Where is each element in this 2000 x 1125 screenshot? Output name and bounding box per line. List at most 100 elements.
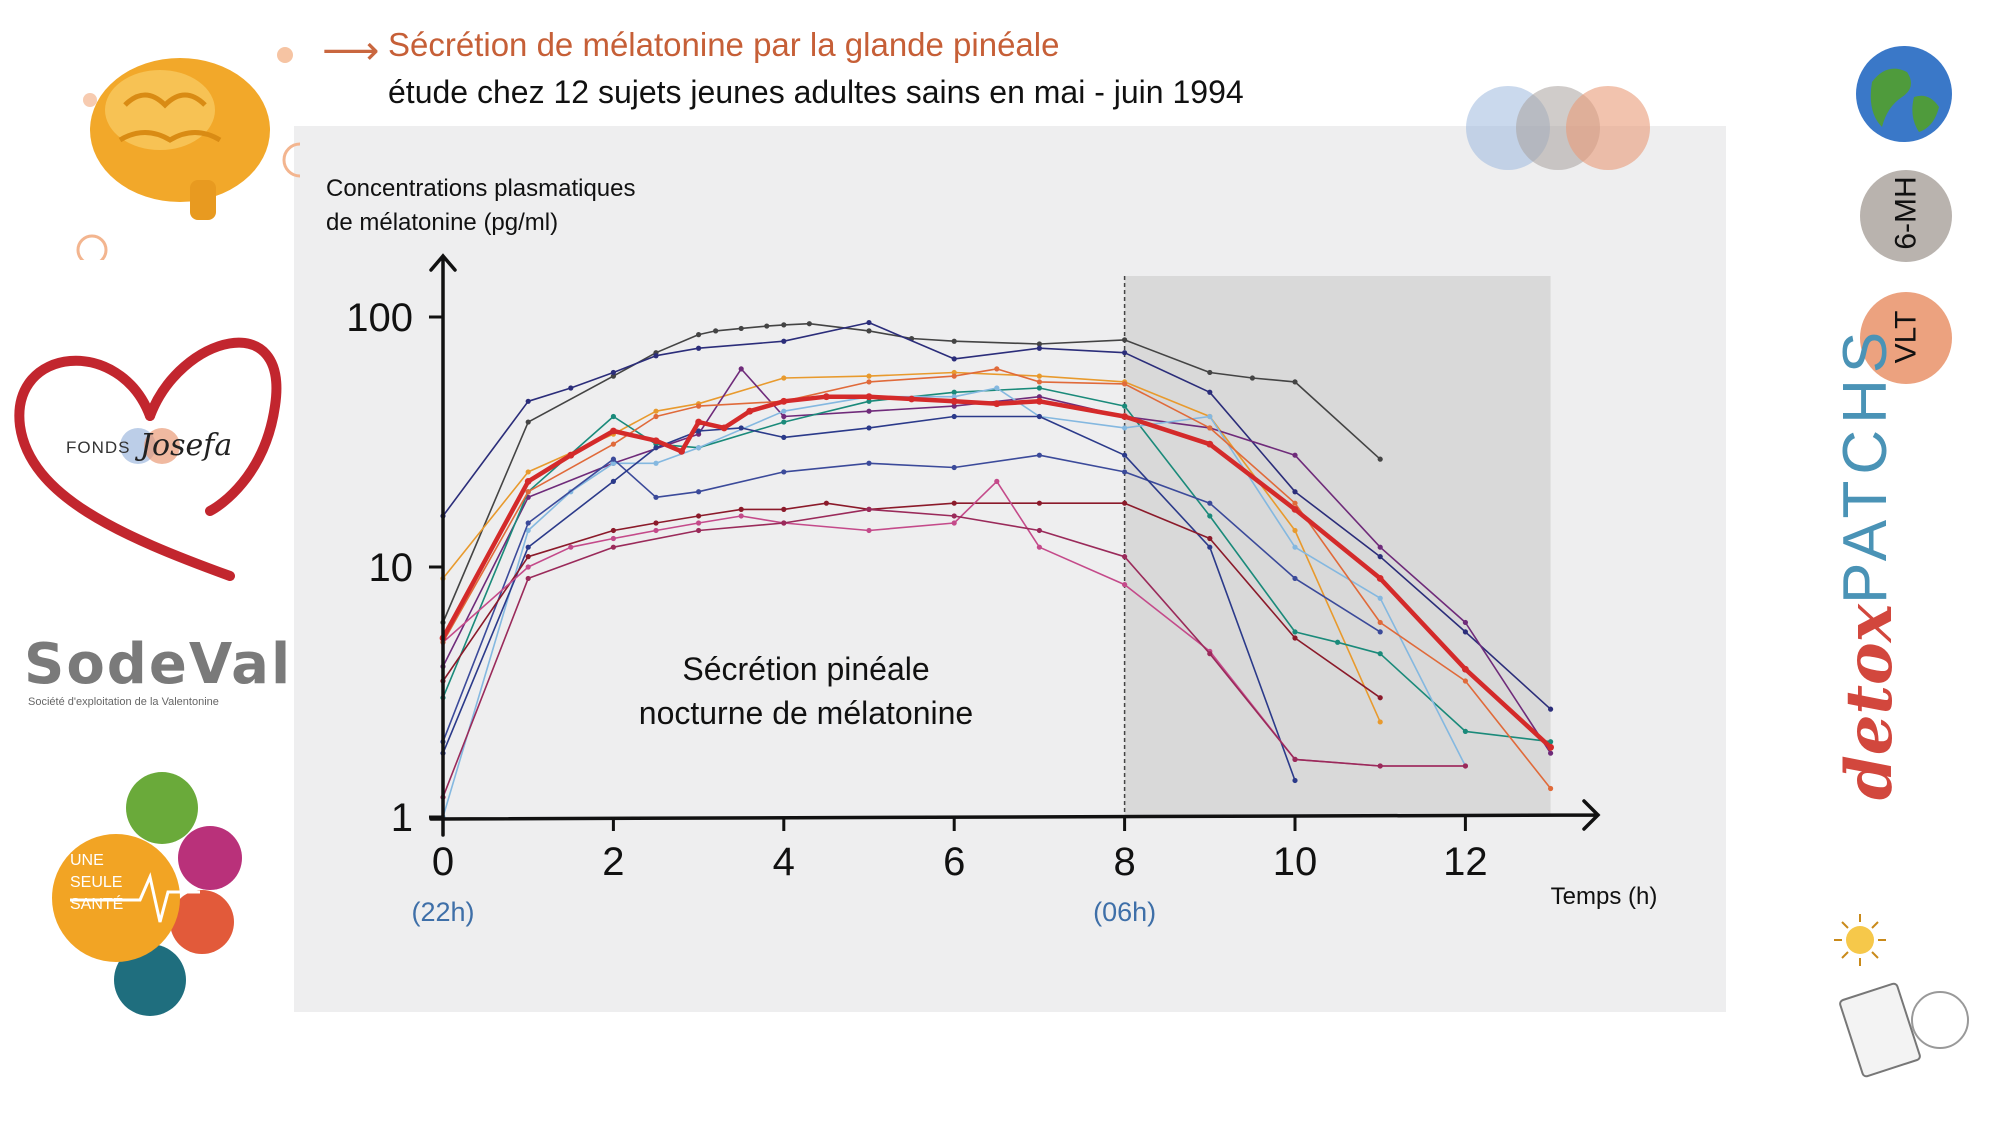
sodeval-subtitle: Société d'exploitation de la Valentonine xyxy=(28,696,219,708)
one-health-logo-icon xyxy=(52,772,242,1016)
series-13-point xyxy=(746,407,754,415)
series-11-point xyxy=(1462,763,1468,769)
series-11-point xyxy=(781,520,787,526)
series-11-point xyxy=(1292,756,1298,762)
series-5-point xyxy=(951,389,957,395)
series-9-point xyxy=(1036,500,1042,506)
series-1-point xyxy=(1292,379,1298,385)
series-13-point xyxy=(1291,505,1299,513)
series-13-point xyxy=(865,393,873,401)
x-axis xyxy=(429,799,1601,831)
y-tick-label: 100 xyxy=(346,296,413,340)
series-7-point xyxy=(866,460,872,466)
series-5-point xyxy=(1462,728,1468,734)
brain-logo-icon xyxy=(76,47,300,260)
series-13-point xyxy=(780,397,788,405)
series-9-point xyxy=(1377,695,1383,701)
series-3-point xyxy=(1292,527,1298,534)
series-12-point xyxy=(610,441,617,447)
patchs-wordmark: PATCHS xyxy=(1831,325,1900,604)
x-tick-label: 6 xyxy=(943,840,965,884)
series-12-point xyxy=(1377,619,1383,626)
series-6-point xyxy=(781,408,787,414)
x-tick-label: 10 xyxy=(1273,840,1318,884)
series-4-point xyxy=(1292,452,1298,458)
series-2-point xyxy=(866,319,872,326)
series-1-point xyxy=(696,332,702,338)
series-3-point xyxy=(781,375,787,381)
y-tick-label: 10 xyxy=(369,546,414,590)
hour-label: (22h) xyxy=(411,897,474,927)
series-6-point xyxy=(1207,413,1213,420)
heart-logo-icon xyxy=(14,337,282,581)
series-11-point xyxy=(1207,651,1213,657)
title-arrow-icon: ⟶ xyxy=(322,29,380,73)
series-2-point xyxy=(696,345,702,351)
badge-6mh-icon xyxy=(1860,170,1952,262)
series-11-point xyxy=(1036,527,1042,534)
series-13-point xyxy=(567,451,575,459)
series-12-point xyxy=(994,366,1000,372)
series-9-point xyxy=(610,527,617,534)
series-9-point xyxy=(525,554,531,560)
series-3-point xyxy=(866,373,872,379)
series-8-point xyxy=(1292,777,1298,784)
series-6-point xyxy=(525,527,531,534)
series-1-point xyxy=(764,323,770,329)
series-13-point xyxy=(678,448,685,455)
series-4-point xyxy=(1036,394,1042,400)
series-8-point xyxy=(951,413,957,420)
annotation-line-2: nocturne de mélatonine xyxy=(639,695,973,731)
series-8-point xyxy=(525,544,531,550)
series-4-point xyxy=(951,403,957,409)
x-tick-label: 4 xyxy=(773,840,795,884)
series-9-point xyxy=(1207,535,1213,542)
series-12-point xyxy=(1036,379,1042,385)
series-11-point xyxy=(696,527,702,534)
series-9-point xyxy=(951,500,957,506)
series-1-point xyxy=(525,419,531,425)
series-13-point xyxy=(823,393,830,401)
badge-6mh-label: 6-MH xyxy=(1889,176,1923,250)
hour-label: (06h) xyxy=(1093,897,1156,927)
series-2-point xyxy=(1548,706,1554,712)
series-4-point xyxy=(866,408,872,414)
series-6-point xyxy=(951,394,957,400)
series-4-point xyxy=(1548,750,1554,756)
series-7-point xyxy=(525,520,531,526)
series-12-point xyxy=(525,489,531,495)
series-5-point xyxy=(1036,385,1042,391)
x-axis-label: Temps (h) xyxy=(1551,883,1658,910)
y-axis-label-line-1: Concentrations plasmatiques xyxy=(326,175,636,202)
series-2-point xyxy=(1036,345,1042,351)
series-10-point xyxy=(610,535,617,542)
series-5-point xyxy=(1207,513,1213,519)
series-1-point xyxy=(1036,341,1042,347)
chart-subtitle: étude chez 12 sujets jeunes adultes sain… xyxy=(388,74,1244,110)
series-8-point xyxy=(738,425,744,431)
series-7-point xyxy=(1292,575,1298,582)
series-4-point xyxy=(781,413,787,420)
series-13-point xyxy=(1036,397,1043,405)
series-13-point xyxy=(695,418,702,426)
series-2-point xyxy=(1207,389,1213,395)
sodeval-logo: SodeVal xyxy=(24,632,293,697)
series-7-point xyxy=(610,456,617,462)
series-3-point xyxy=(951,369,957,376)
series-1-point xyxy=(1377,456,1383,462)
series-8-point xyxy=(866,425,872,431)
x-tick-label: 8 xyxy=(1113,840,1135,884)
series-line-2 xyxy=(442,321,1552,710)
series-line-13 xyxy=(441,394,1553,749)
x-tick-label: 0 xyxy=(432,840,454,884)
series-3-point xyxy=(653,408,659,414)
series-11-point xyxy=(1377,763,1383,769)
series-13-point xyxy=(1376,575,1384,582)
y-axis xyxy=(429,253,457,837)
series-9-point xyxy=(823,500,830,506)
overlapping-circles-icon xyxy=(1466,86,1650,170)
series-7-point xyxy=(951,464,957,471)
series-9-point xyxy=(738,506,744,512)
globe-icon xyxy=(1856,46,1952,142)
series-12-point xyxy=(1462,678,1468,684)
